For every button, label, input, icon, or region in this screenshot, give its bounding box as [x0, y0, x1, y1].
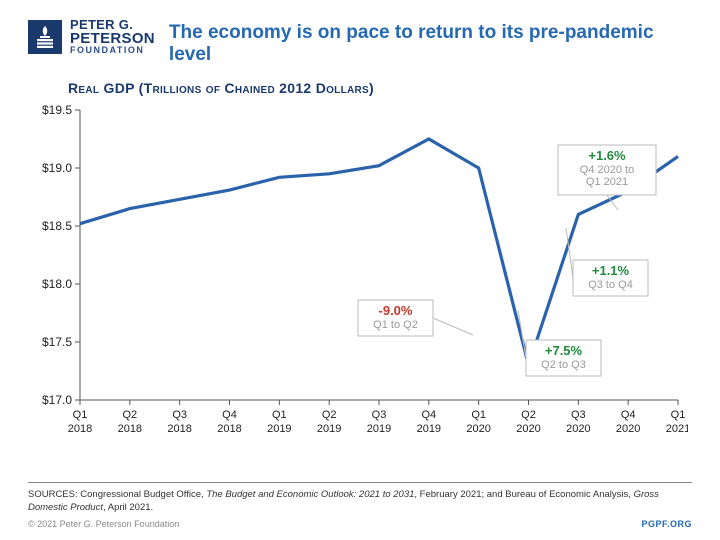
copyright: © 2021 Peter G. Peterson Foundation [28, 518, 179, 530]
sources-em-1: The Budget and Economic Outlook: 2021 to… [206, 489, 414, 500]
x-tick-year: 2019 [367, 423, 391, 435]
x-tick-year: 2018 [68, 423, 92, 435]
header: PETER G. PETERSON FOUNDATION The economy… [28, 18, 692, 66]
x-tick-quarter: Q2 [122, 409, 137, 421]
sources-prefix: SOURCES: [28, 489, 80, 500]
y-axis: $17.0 $17.5 $18.0 $18.5 $19.0 $19.5 [42, 103, 80, 407]
x-tick-year: 2018 [167, 423, 191, 435]
logo-mark-icon [28, 20, 62, 54]
x-tick-quarter: Q1 [272, 409, 287, 421]
x-tick-year: 2019 [317, 423, 341, 435]
y-tick-label: $17.0 [42, 393, 72, 407]
x-tick-quarter: Q4 [222, 409, 237, 421]
x-tick-quarter: Q2 [521, 409, 536, 421]
x-tick-year: 2019 [267, 423, 291, 435]
callout-pct: +7.5% [545, 343, 583, 358]
callout-label: Q3 to Q4 [588, 279, 633, 291]
x-tick-quarter: Q3 [571, 409, 586, 421]
logo-line3: FOUNDATION [70, 46, 155, 55]
callout-label: Q1 2021 [586, 176, 628, 188]
callout-pct: +1.1% [592, 263, 630, 278]
site-link: PGPF.ORG [641, 518, 692, 530]
x-tick-year: 2018 [118, 423, 142, 435]
logo-line2: PETERSON [70, 31, 155, 46]
callout-label: Q4 2020 to [580, 164, 634, 176]
footer: SOURCES: Congressional Budget Office, Th… [28, 482, 692, 530]
gdp-line-chart: $17.0 $17.5 $18.0 $18.5 $19.0 $19.5 Q1 2018 Q2 2… [28, 100, 688, 460]
page: PETER G. PETERSON FOUNDATION The economy… [0, 0, 720, 540]
x-tick-year: 2019 [417, 423, 441, 435]
y-tick-label: $19.5 [42, 103, 72, 117]
callout-leader [433, 318, 473, 335]
chart-area: $17.0 $17.5 $18.0 $18.5 $19.0 $19.5 Q1 2018 Q2 2… [28, 100, 688, 460]
x-tick-year: 2021 [666, 423, 688, 435]
y-tick-label: $19.0 [42, 161, 72, 175]
sources-text-3: , April 2021. [103, 502, 153, 513]
y-tick-label: $17.5 [42, 335, 72, 349]
x-tick-quarter: Q1 [73, 409, 88, 421]
x-tick-quarter: Q3 [172, 409, 187, 421]
logo: PETER G. PETERSON FOUNDATION [28, 18, 155, 55]
x-tick-year: 2020 [466, 423, 490, 435]
x-tick-year: 2020 [516, 423, 540, 435]
x-tick-quarter: Q1 [671, 409, 686, 421]
x-tick-year: 2018 [217, 423, 241, 435]
x-tick-year: 2020 [566, 423, 590, 435]
footer-row2: © 2021 Peter G. Peterson Foundation PGPF… [28, 518, 692, 530]
logo-text: PETER G. PETERSON FOUNDATION [70, 18, 155, 55]
x-axis: Q1 2018 Q2 2018 Q3 2018 Q4 2018 Q1 2019 Q2 2019 Q3 20… [68, 400, 688, 435]
x-tick-quarter: Q4 [621, 409, 636, 421]
sources-line: SOURCES: Congressional Budget Office, Th… [28, 489, 659, 513]
callout-pct: -9.0% [379, 303, 413, 318]
callouts: -9.0%Q1 to Q2 +7.5%Q2 to Q3 +1.1%Q3 to Q4 +… [358, 145, 656, 376]
y-tick-label: $18.0 [42, 277, 72, 291]
torch-icon [34, 25, 56, 49]
x-tick-quarter: Q1 [471, 409, 486, 421]
callout-label: Q2 to Q3 [541, 359, 586, 371]
chart-subtitle: Real GDP (Trillions of Chained 2012 Doll… [68, 80, 692, 96]
callout-pct: +1.6% [588, 148, 626, 163]
callout-label: Q1 to Q2 [373, 319, 418, 331]
x-tick-quarter: Q4 [421, 409, 436, 421]
sources-text-1: Congressional Budget Office, [80, 489, 206, 500]
x-tick-quarter: Q3 [372, 409, 387, 421]
x-tick-year: 2020 [616, 423, 640, 435]
y-tick-label: $18.5 [42, 219, 72, 233]
x-tick-quarter: Q2 [322, 409, 337, 421]
sources-text-2: , February 2021; and Bureau of Economic … [414, 489, 633, 500]
chart-title: The economy is on pace to return to its … [169, 18, 692, 66]
